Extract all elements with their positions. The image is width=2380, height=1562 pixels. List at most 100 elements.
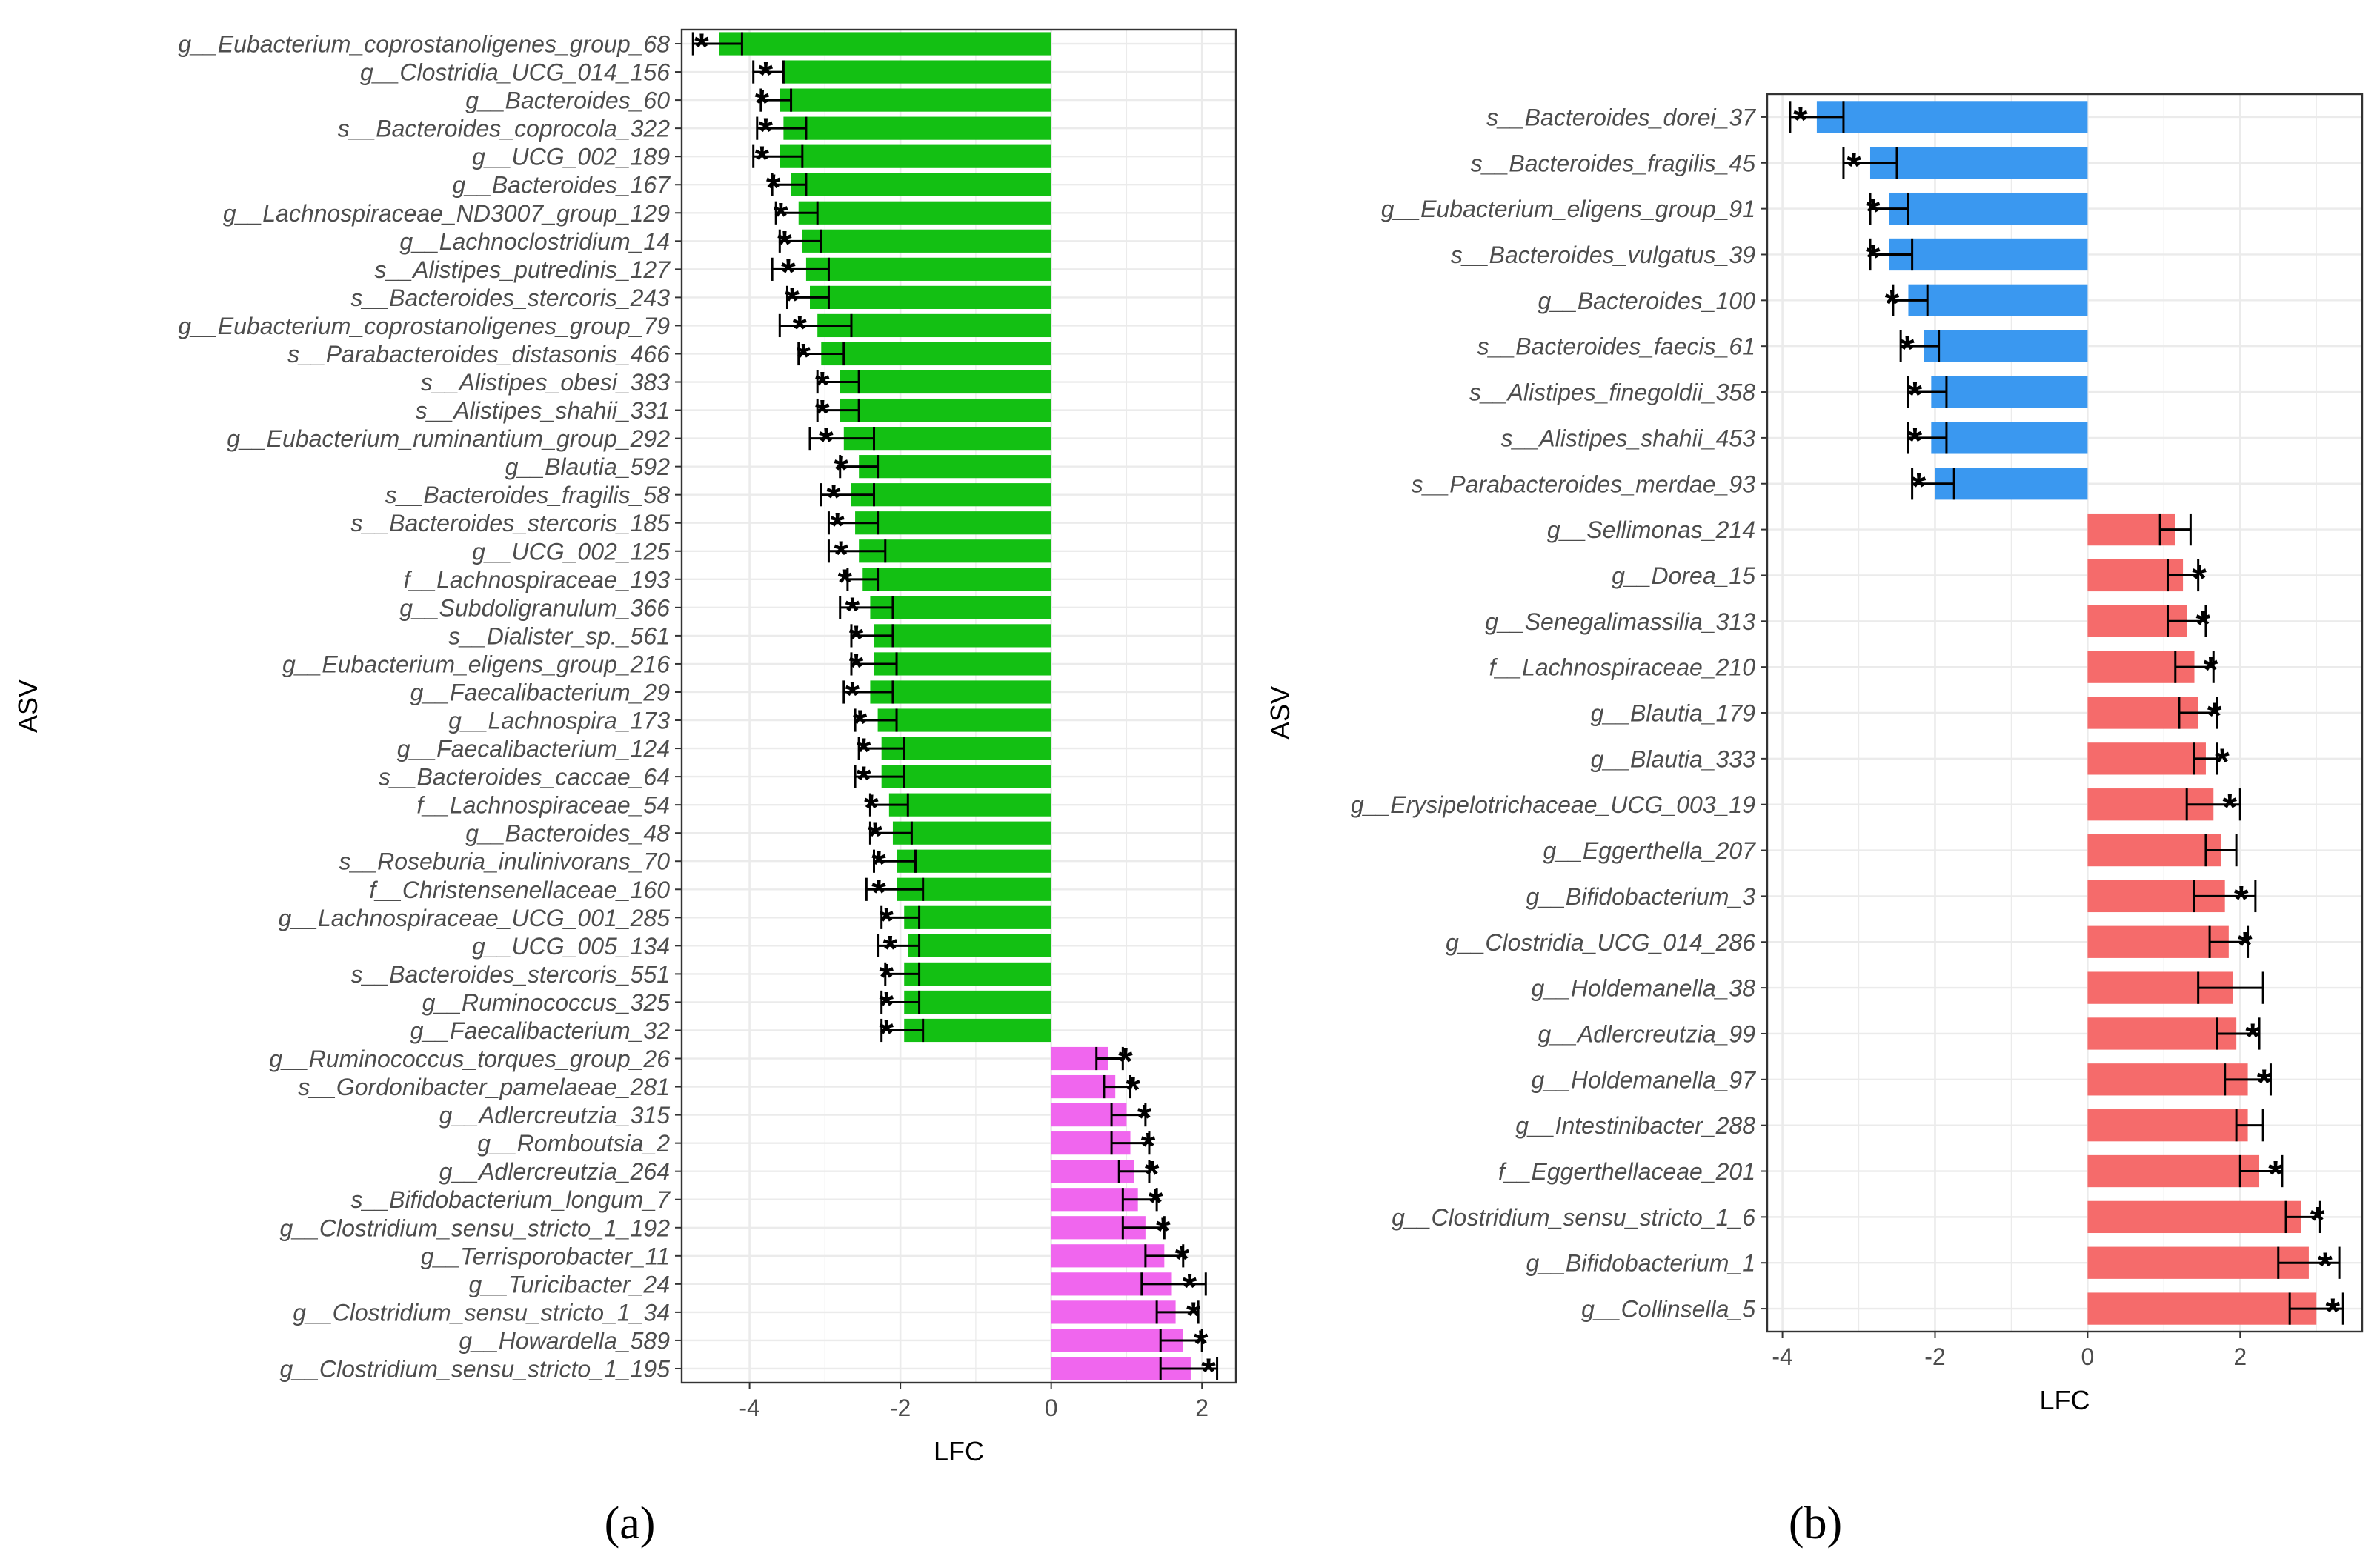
significance-star: * <box>857 731 871 772</box>
significance-star: * <box>1186 1295 1201 1336</box>
significance-star: * <box>826 477 841 519</box>
panel-caption: (a) <box>605 1498 656 1549</box>
significance-star: * <box>1141 1126 1156 1167</box>
category-label: g__Bacteroides_100 <box>1538 288 1755 314</box>
significance-star: * <box>2234 878 2249 920</box>
bar <box>908 934 1051 957</box>
category-label: s__Alistipes_putredinis_127 <box>375 256 671 283</box>
category-label: g__Faecalibacterium_124 <box>397 736 670 762</box>
category-label: g__Eubacterium_coprostanoligenes_group_6… <box>178 31 670 58</box>
significance-star: * <box>1118 1041 1133 1083</box>
significance-star: * <box>830 505 845 547</box>
category-label: f__Eggerthellaceae_201 <box>1498 1158 1755 1185</box>
y-axis-title: ASV <box>13 679 43 733</box>
significance-star: * <box>755 82 770 124</box>
x-tick-label: 0 <box>2081 1343 2094 1370</box>
significance-star: * <box>2268 1154 2283 1195</box>
bar <box>2087 1200 2301 1234</box>
bar <box>862 568 1051 591</box>
category-label: s__Bacteroides_stercoris_551 <box>351 961 670 988</box>
category-label: s__Bacteroides_stercoris_185 <box>351 510 671 536</box>
category-label: g__Terrisporobacter_11 <box>421 1243 670 1269</box>
significance-star: * <box>834 449 848 491</box>
significance-star: * <box>1908 420 1923 462</box>
bar <box>1889 192 2088 225</box>
bar <box>840 370 1051 394</box>
x-tick-label: 2 <box>2233 1343 2247 1370</box>
significance-star: * <box>815 365 830 406</box>
bar <box>904 990 1051 1014</box>
significance-star: * <box>2257 1062 2272 1103</box>
category-label: g__Lachnospira_173 <box>448 708 670 734</box>
significance-star: * <box>792 308 807 349</box>
category-label: g__Ruminococcus_torques_group_26 <box>269 1046 670 1072</box>
significance-star: * <box>1183 1266 1197 1308</box>
category-label: s__Roseburia_inulinivorans_70 <box>339 848 670 875</box>
category-label: g__Holdemanella_97 <box>1532 1066 1757 1093</box>
bar <box>783 60 1051 84</box>
significance-star: * <box>2318 1245 2333 1286</box>
category-label: g__Adlercreutzia_264 <box>439 1158 670 1185</box>
significance-star: * <box>1900 328 1915 370</box>
category-label: g__Senegalimassilia_313 <box>1485 608 1755 635</box>
significance-star: * <box>797 336 811 377</box>
bar <box>1924 330 2088 362</box>
bar <box>780 144 1051 168</box>
category-label: g__Lachnospiraceae_UCG_001_285 <box>279 905 671 931</box>
chart-panel-b: * * * * * * * * * * * * * * * * * * * * * * * s__Bacteroides_do… <box>1260 0 2380 1562</box>
category-label: g__UCG_002_125 <box>472 538 670 565</box>
significance-star: * <box>2310 1199 2325 1240</box>
significance-star: * <box>879 984 894 1026</box>
category-label: g__Eubacterium_eligens_group_91 <box>1381 196 1755 222</box>
bar <box>802 229 1051 253</box>
bar <box>881 765 1051 788</box>
significance-star: * <box>868 815 882 857</box>
significance-star: * <box>1847 145 1861 187</box>
bar <box>1816 101 2088 133</box>
bar <box>791 173 1051 196</box>
category-label: g__Howardella_589 <box>459 1327 670 1354</box>
bar <box>2087 834 2221 867</box>
significance-star: * <box>1137 1097 1152 1139</box>
category-label: s__Bacteroides_faecis_61 <box>1477 333 1755 360</box>
bar <box>2087 742 2206 775</box>
category-label: s__Alistipes_shahii_453 <box>1501 425 1756 451</box>
category-label: g__Clostridium_sensu_stricto_1_34 <box>293 1299 670 1326</box>
chart-panel-a: * * * * * * * * * * * * * * * * * * * * * * * * * * * * * * * * * * * * * * * *… <box>13 26 1237 1549</box>
significance-star: * <box>766 167 781 208</box>
bar <box>780 88 1051 112</box>
category-label: g__Intestinibacter_288 <box>1515 1112 1755 1139</box>
category-label: s__Dialister_sp._561 <box>448 622 670 649</box>
category-label: g__Clostridium_sensu_stricto_1_192 <box>279 1214 670 1241</box>
bar <box>1908 284 2088 316</box>
chart-b-svg: ***********************s__Bacteroides_do… <box>1265 93 2364 1549</box>
bar <box>2087 1063 2248 1096</box>
category-label: g__Clostridium_sensu_stricto_1_6 <box>1392 1204 1755 1231</box>
significance-star: * <box>1793 99 1808 141</box>
significance-star: * <box>1175 1238 1190 1280</box>
x-tick-label: 0 <box>1045 1395 1058 1421</box>
category-label: f__Lachnospiraceae_54 <box>416 792 670 819</box>
bar <box>855 511 1051 535</box>
significance-star: * <box>2215 741 2230 782</box>
x-tick-label: -4 <box>1772 1343 1792 1370</box>
bar <box>2087 1109 2248 1142</box>
category-label: g__Bacteroides_48 <box>465 820 670 847</box>
category-label: g__Turicibacter_24 <box>468 1271 670 1297</box>
bar <box>897 849 1051 873</box>
plot-border <box>680 28 1237 1384</box>
bar <box>1931 422 2088 454</box>
category-label: g__Lachnoclostridium_14 <box>399 228 670 255</box>
significance-star: * <box>694 26 709 67</box>
significance-star: * <box>1885 282 1900 324</box>
significance-star: * <box>879 900 894 941</box>
category-label: s__Bacteroides_stercoris_243 <box>351 285 671 311</box>
bar <box>1889 238 2088 271</box>
significance-star: * <box>871 871 886 913</box>
category-label: g__Dorea_15 <box>1612 562 1755 589</box>
category-label: s__Gordonibacter_pamelaeae_281 <box>298 1074 670 1100</box>
panel-caption: (b) <box>1789 1498 1842 1549</box>
significance-star: * <box>2207 695 2222 737</box>
category-label: g__Subdoligranulum_366 <box>399 594 670 621</box>
category-label: s__Alistipes_obesi_383 <box>421 369 670 396</box>
